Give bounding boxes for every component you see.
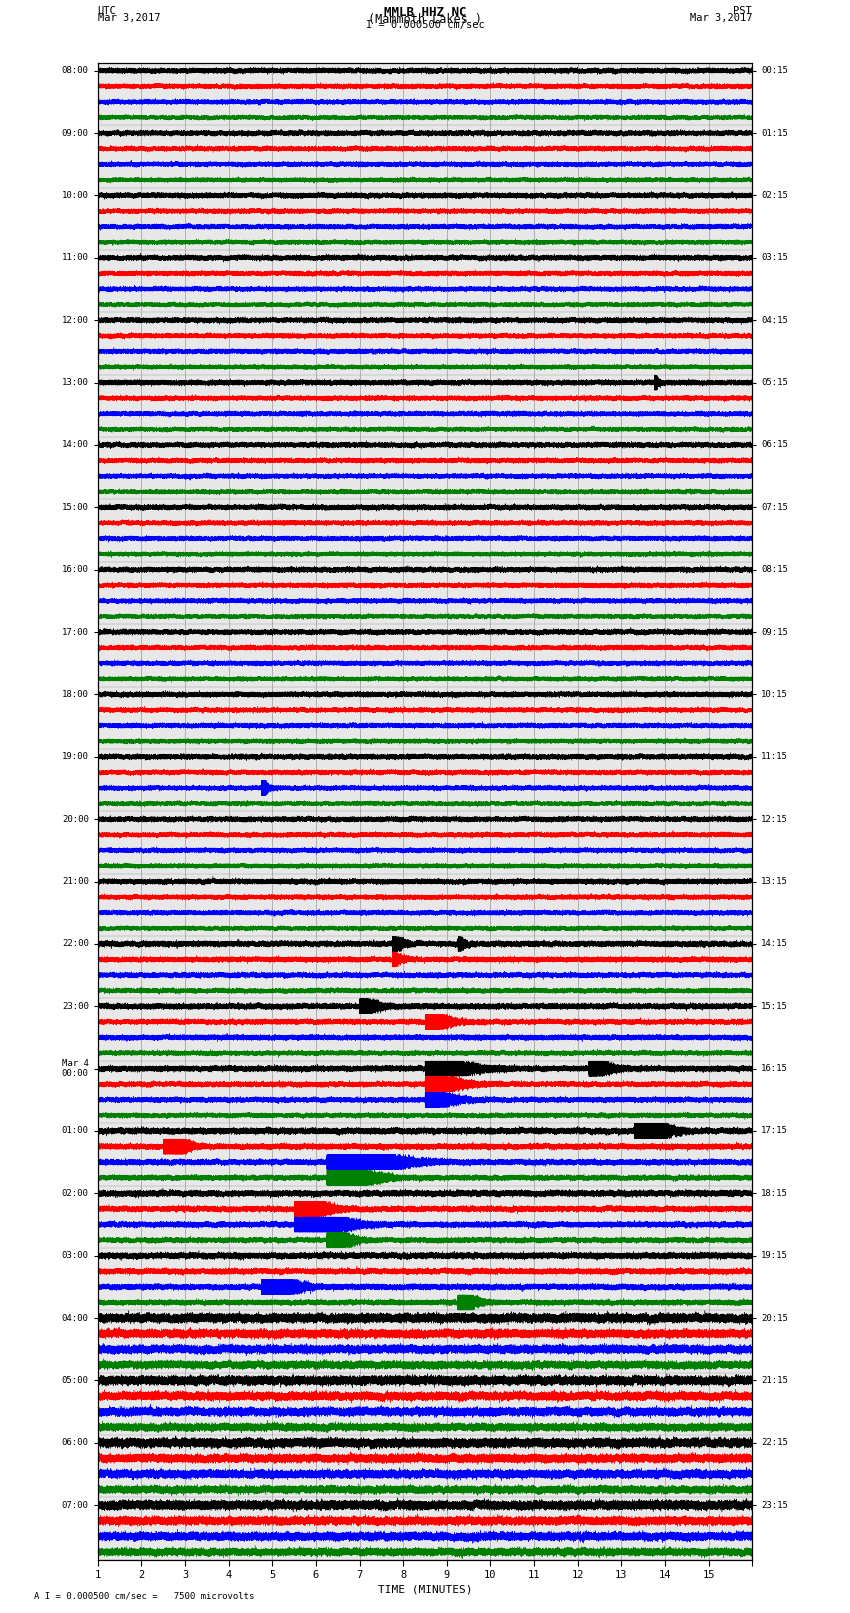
Text: Mar 3,2017: Mar 3,2017 (689, 13, 752, 23)
Text: (Mammoth Lakes ): (Mammoth Lakes ) (368, 13, 482, 26)
Text: I = 0.000500 cm/sec: I = 0.000500 cm/sec (366, 19, 484, 29)
Text: A I = 0.000500 cm/sec =   7500 microvolts: A I = 0.000500 cm/sec = 7500 microvolts (34, 1590, 254, 1600)
Text: PST: PST (734, 5, 752, 16)
X-axis label: TIME (MINUTES): TIME (MINUTES) (377, 1584, 473, 1594)
Text: UTC: UTC (98, 5, 116, 16)
Text: Mar 3,2017: Mar 3,2017 (98, 13, 161, 23)
Text: MMLB HHZ NC: MMLB HHZ NC (383, 5, 467, 19)
